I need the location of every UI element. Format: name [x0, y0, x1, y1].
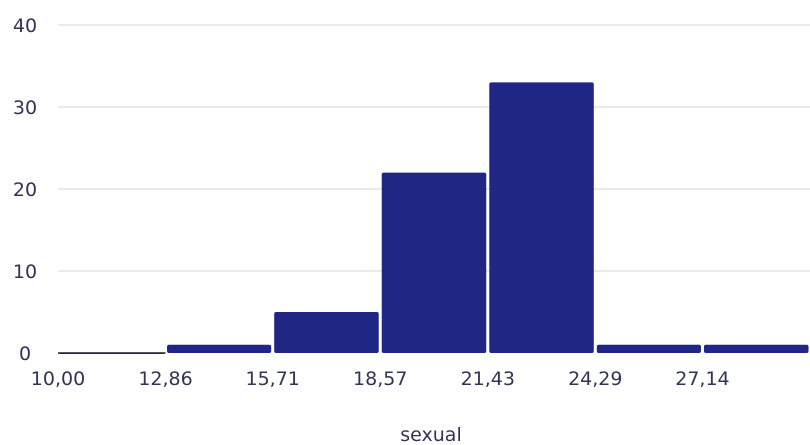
x-axis-ticks: 10,00 12,86 15,71 18,57 21,43 24,29 27,14 — [31, 368, 730, 390]
y-tick-label: 20 — [13, 179, 37, 201]
histogram-bar — [596, 344, 701, 353]
y-tick-label: 30 — [13, 97, 37, 119]
bars — [59, 82, 809, 354]
x-tick-label: 18,57 — [353, 368, 407, 390]
histogram-bar — [381, 172, 487, 353]
y-tick-label: 40 — [13, 15, 37, 37]
x-tick-label: 10,00 — [31, 368, 85, 390]
y-tick-label: 0 — [19, 343, 31, 365]
histogram-bar — [274, 312, 379, 353]
x-tick-label: 24,29 — [568, 368, 622, 390]
x-tick-label: 15,71 — [245, 368, 299, 390]
y-axis-ticks: 0 10 20 30 40 — [13, 15, 37, 365]
x-tick-label: 27,14 — [675, 368, 729, 390]
histogram-bar — [167, 344, 272, 353]
y-tick-label: 10 — [13, 261, 37, 283]
x-axis-label: sexual — [400, 424, 461, 445]
x-tick-label: 12,86 — [138, 368, 192, 390]
histogram-bar — [489, 82, 594, 354]
x-tick-label: 21,43 — [461, 368, 515, 390]
histogram-bar — [703, 344, 809, 353]
